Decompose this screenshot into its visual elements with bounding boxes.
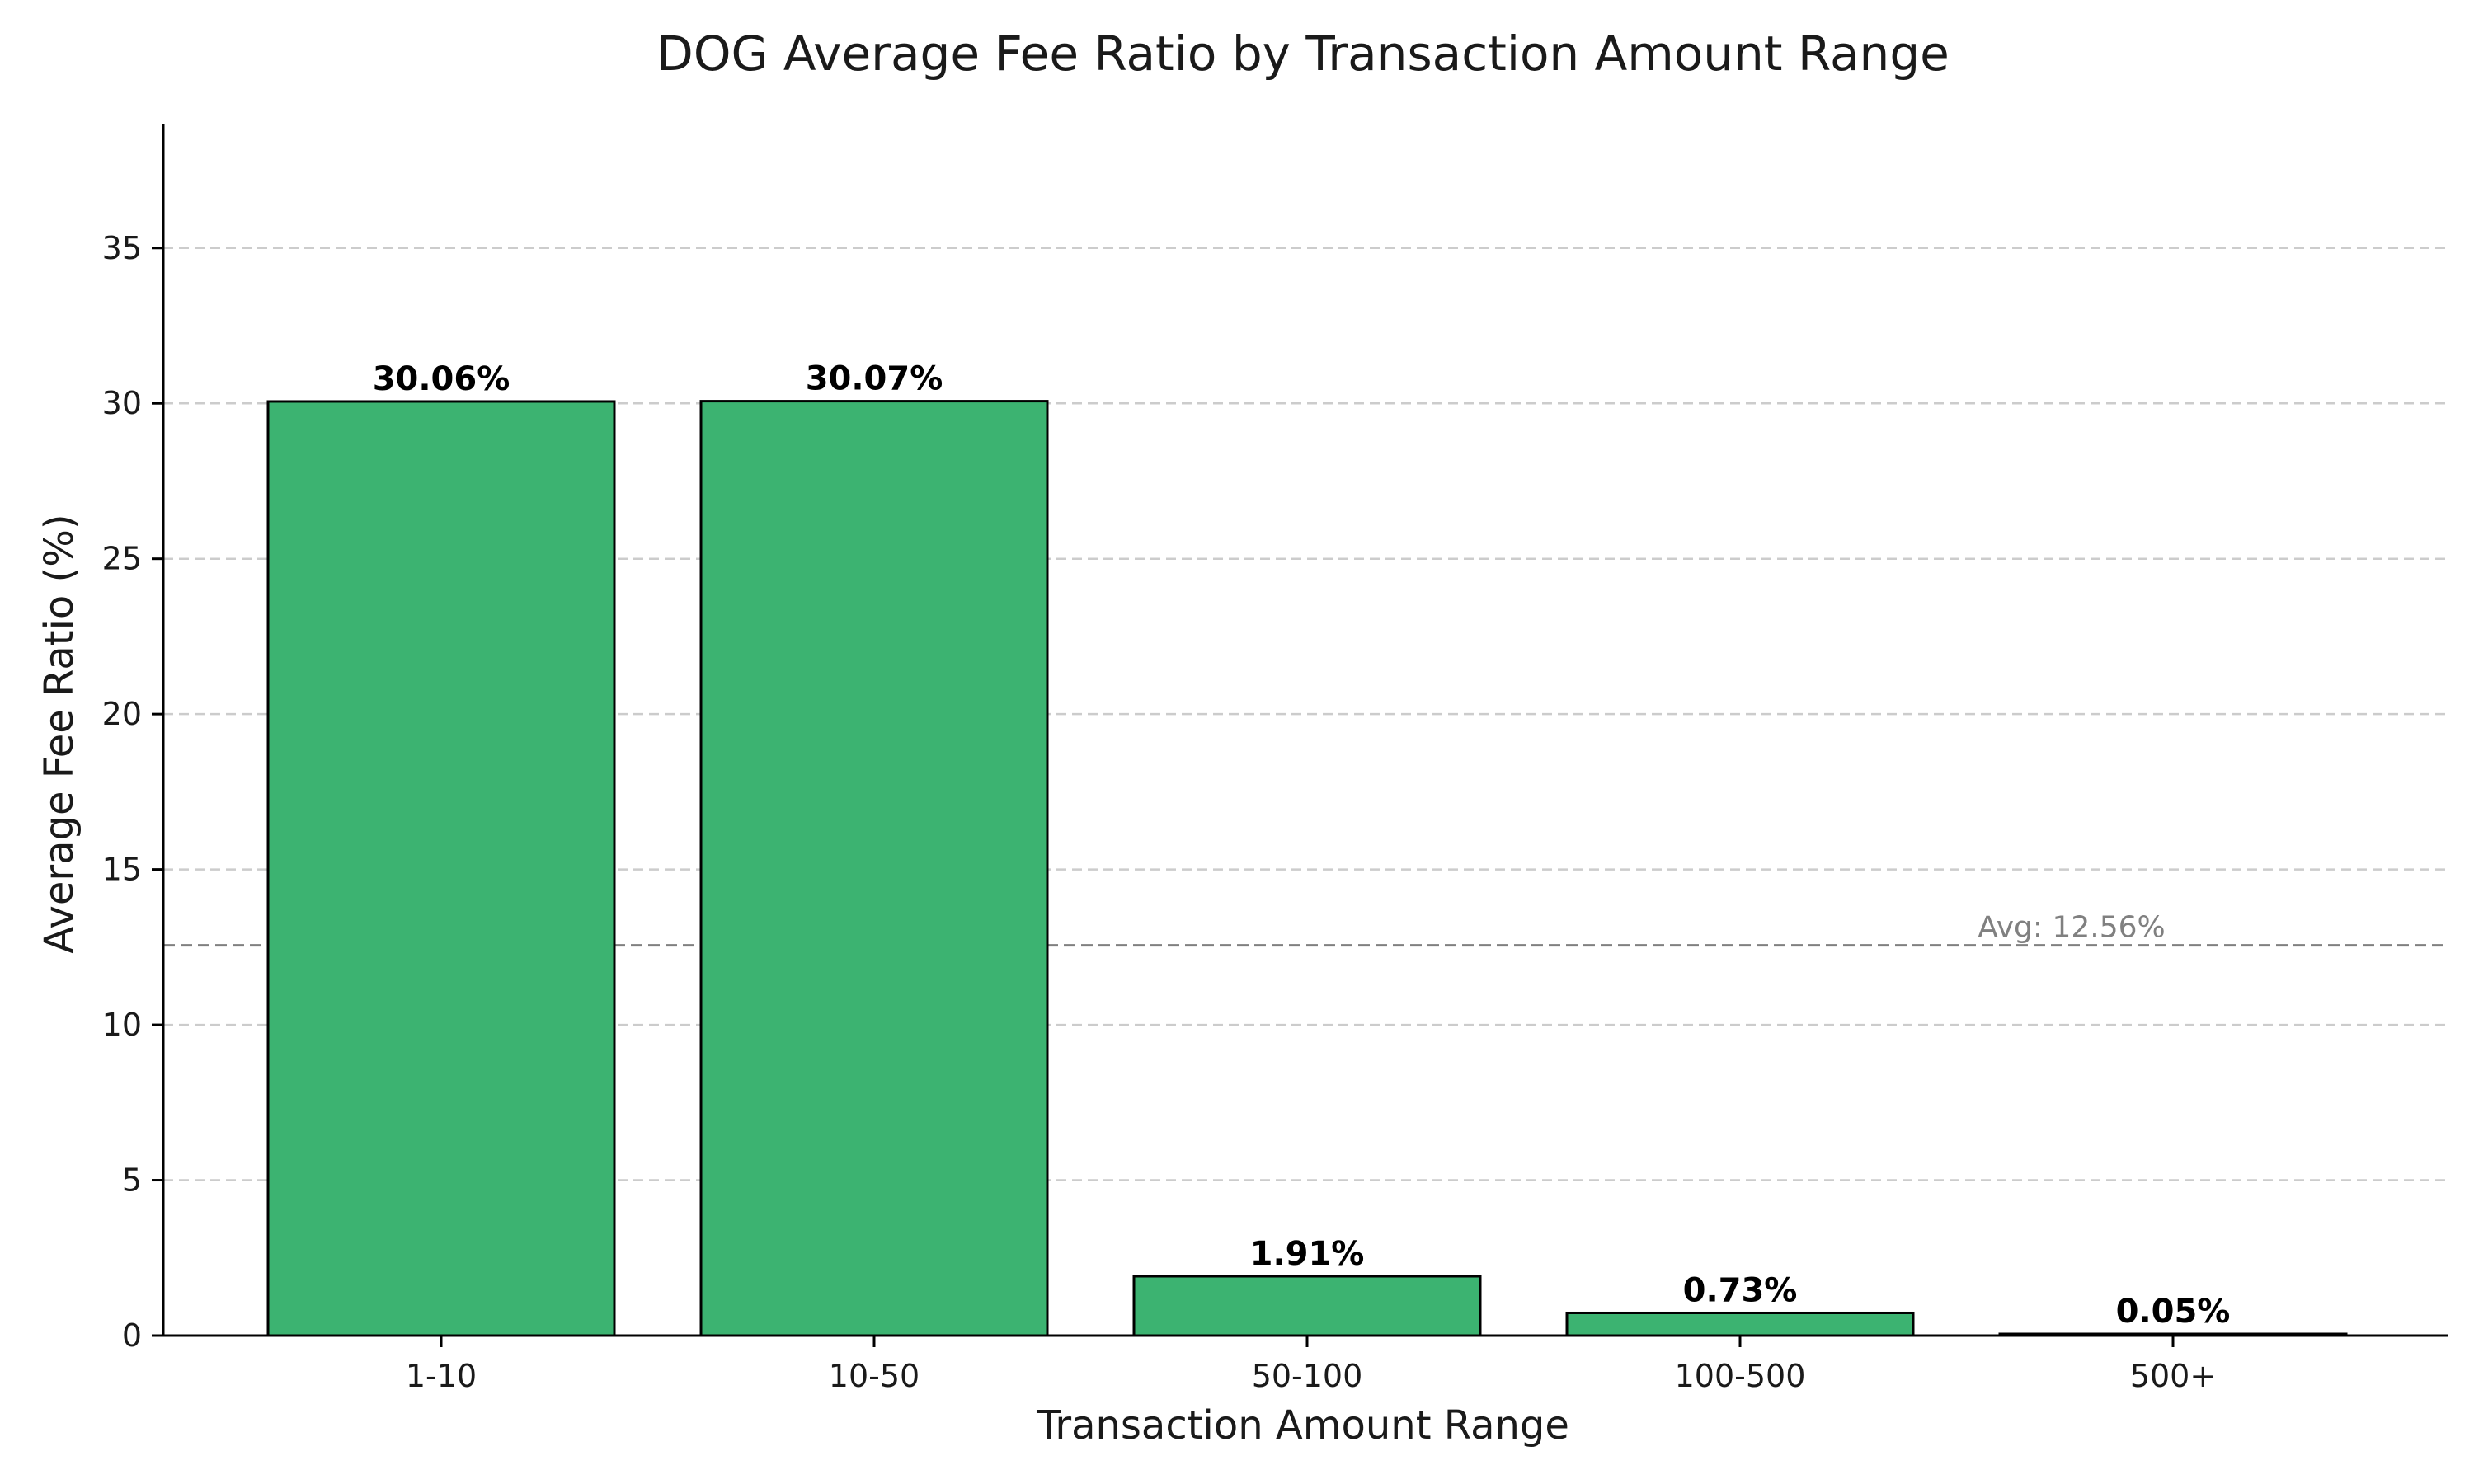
x-tick-label: 50-100 [1252, 1358, 1363, 1394]
y-tick-label: 0 [122, 1317, 142, 1354]
axes [162, 124, 2448, 1337]
x-tick-label: 1-10 [406, 1358, 477, 1394]
bar-100-500 [1565, 1311, 1915, 1337]
x-tick-label: 10-50 [829, 1358, 920, 1394]
x-tick-label: 100-500 [1675, 1358, 1806, 1394]
y-ticks: 0 5 10 15 20 25 30 35 [102, 230, 163, 1354]
y-tick-label: 10 [102, 1007, 142, 1043]
x-ticks: 1-10 10-50 50-100 100-500 500+ [406, 1336, 2216, 1394]
bar-value-label: 0.73% [1683, 1271, 1798, 1309]
y-tick-label: 30 [102, 385, 142, 421]
bar-value-label: 1.91% [1250, 1235, 1365, 1273]
x-axis-label: Transaction Amount Range [1036, 1402, 1569, 1449]
bars: 30.06% 30.07% 1.91% 0.73% 0.05% [266, 360, 2348, 1337]
bar-value-label: 30.06% [373, 360, 510, 398]
y-tick-label: 5 [122, 1162, 142, 1199]
average-line-group: Avg: 12.56% [163, 911, 2448, 947]
y-tick-label: 15 [102, 852, 142, 888]
average-line-label: Avg: 12.56% [1978, 911, 2166, 945]
y-axis-label: Average Fee Ratio (%) [36, 514, 82, 953]
y-tick-label: 25 [102, 541, 142, 577]
x-tick-label: 500+ [2130, 1358, 2216, 1394]
y-tick-label: 35 [102, 230, 142, 266]
chart-title: DOG Average Fee Ratio by Transaction Amo… [656, 26, 1950, 82]
bar-value-label: 30.07% [806, 360, 943, 398]
y-tick-label: 20 [102, 696, 142, 732]
bar-1-10 [266, 400, 616, 1337]
bar-10-50 [699, 400, 1049, 1337]
bar-value-label: 0.05% [2116, 1293, 2231, 1331]
bar-50-100 [1132, 1275, 1482, 1337]
